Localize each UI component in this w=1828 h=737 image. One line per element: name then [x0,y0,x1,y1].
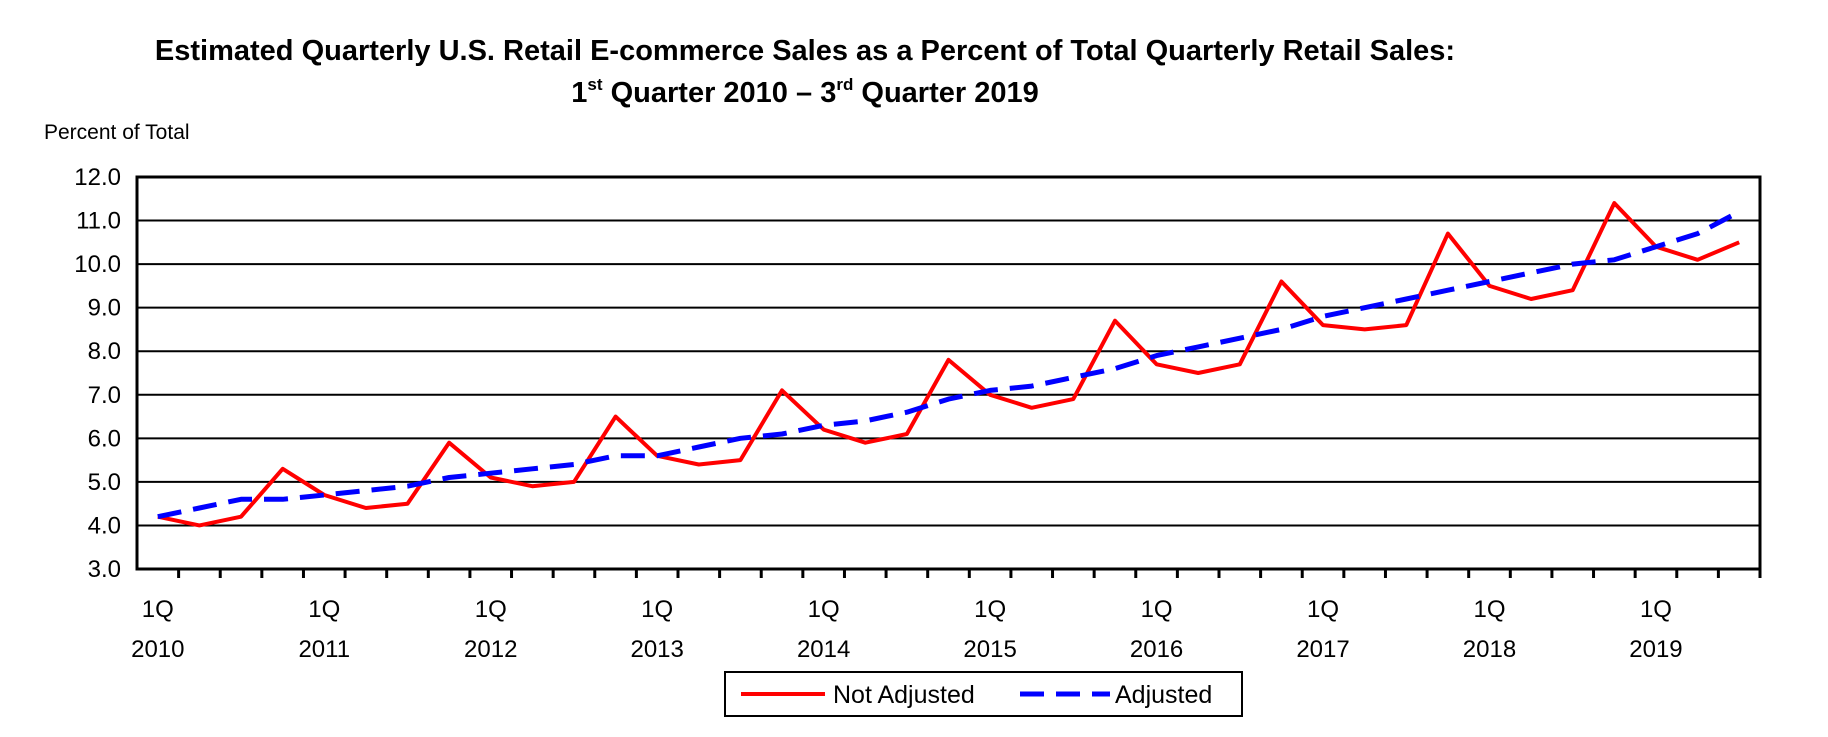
x-tick-quarter-2016: 1Q [1141,596,1173,623]
x-tick-quarter-2010: 1Q [142,596,174,623]
y-axis-label: Percent of Total [44,121,190,144]
legend-label-adjusted: Adjusted [1115,681,1212,709]
title-end-number: 3 [820,77,836,109]
legend: Not Adjusted Adjusted [724,671,1243,717]
x-tick-quarter-2014: 1Q [808,596,840,623]
y-tick-10.0: 10.0 [74,251,121,278]
x-tick-year-2010: 2010 [131,636,184,663]
x-tick-quarter-2019: 1Q [1640,596,1672,623]
x-tick-year-2013: 2013 [630,636,683,663]
x-tick-labels: 1Q 2010 1Q 2011 1Q 2012 1Q 2013 1Q 2014 1Q 2015 1Q 20… [131,596,1683,663]
y-tick-11.0: 11.0 [76,208,121,235]
y-tick-6.0: 6.0 [88,425,121,452]
title-start-superscript: st [587,75,602,94]
y-tick-labels: 3.0 4.0 5.0 6.0 7.0 8.0 9.0 10.0 11.0 12.0 [74,164,121,583]
x-tick-quarter-2011: 1Q [308,596,340,623]
series-line-adjusted [157,209,1741,520]
series-line-not-adjusted [157,201,1740,528]
y-tick-8.0: 8.0 [88,338,121,365]
x-tick-quarter-2015: 1Q [974,596,1006,623]
title-end-text: Quarter 2019 [853,77,1038,109]
y-tick-7.0: 7.0 [88,382,121,409]
x-tick-year-2015: 2015 [963,636,1016,663]
x-tick-year-2016: 2016 [1130,636,1183,663]
y-tick-5.0: 5.0 [88,469,121,496]
gridlines [135,175,1762,578]
y-tick-12.0: 12.0 [74,164,121,191]
title-start-text: Quarter 2010 – [603,77,821,109]
x-tick-year-2017: 2017 [1296,636,1349,663]
y-tick-3.0: 3.0 [88,556,121,583]
series-lines [157,201,1741,528]
x-tick-year-2012: 2012 [464,636,517,663]
title-end-superscript: rd [836,75,853,94]
title-start-number: 1 [571,77,587,109]
y-tick-9.0: 9.0 [88,295,121,322]
x-tick-year-2014: 2014 [797,636,850,663]
chart-title-line1: Estimated Quarterly U.S. Retail E-commer… [155,35,1455,67]
x-tick-quarter-2018: 1Q [1473,596,1505,623]
plot-frame [135,175,1762,571]
x-tick-quarter-2012: 1Q [475,596,507,623]
y-tick-4.0: 4.0 [88,512,121,539]
x-tick-year-2019: 2019 [1629,636,1682,663]
chart-title-line2: 1st Quarter 2010 – 3rd Quarter 2019 [571,75,1038,109]
x-tick-quarter-2017: 1Q [1307,596,1339,623]
x-tick-year-2011: 2011 [298,636,350,663]
x-tick-quarter-2013: 1Q [641,596,673,623]
legend-label-not-adjusted: Not Adjusted [833,681,975,709]
x-tick-year-2018: 2018 [1463,636,1516,663]
